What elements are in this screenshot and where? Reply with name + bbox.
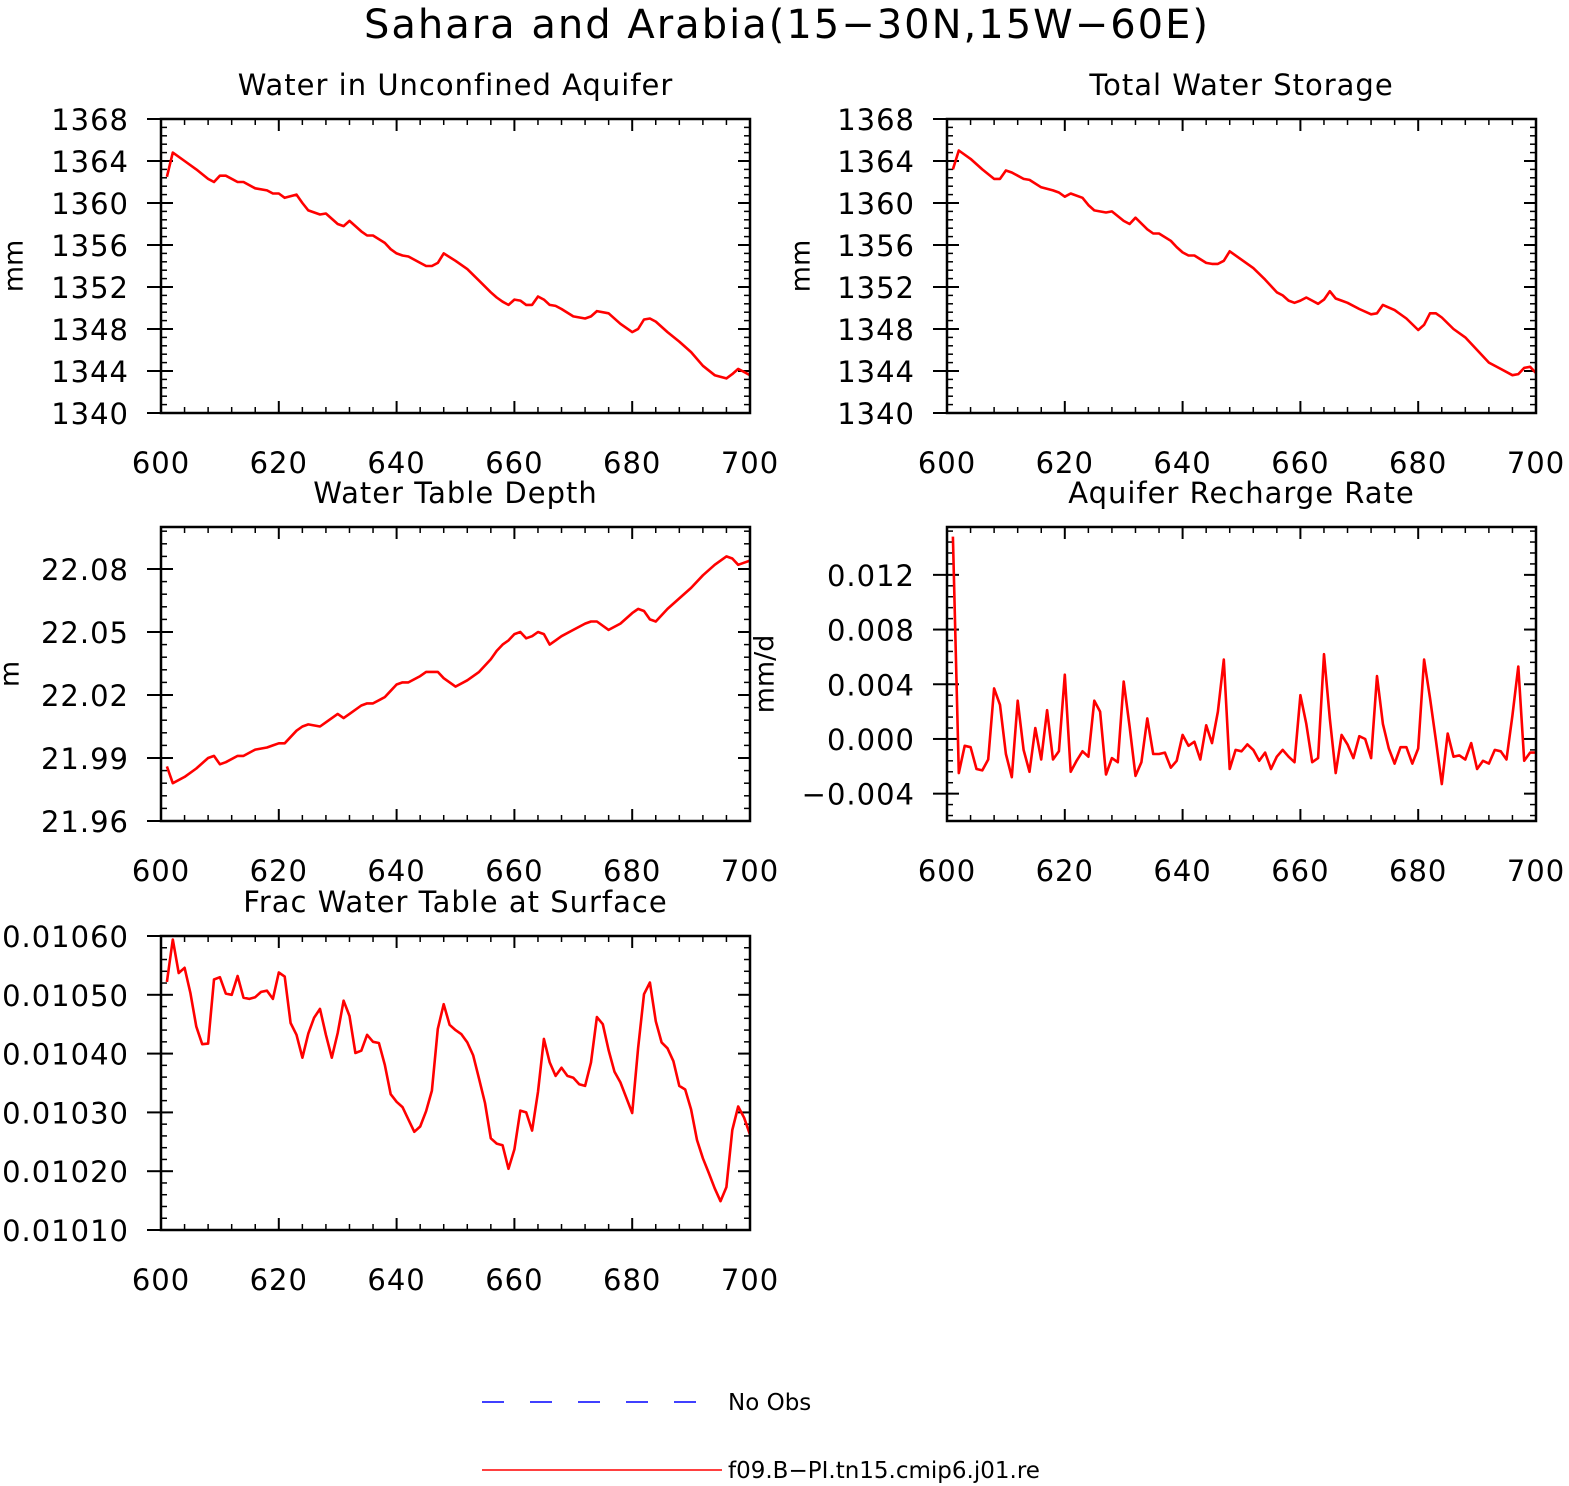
panel-title: Aquifer Recharge Rate [1068, 476, 1415, 510]
x-tick-label: 700 [721, 1263, 779, 1297]
panel-3: Water Table Depth m 600 620 640 660 680 700 21.9… [0, 476, 779, 888]
legend-obs-label: No Obs [728, 1390, 811, 1416]
series-line [165, 938, 752, 1203]
y-tick-label: 1368 [51, 103, 129, 137]
plot-frame [159, 934, 752, 1232]
y-tick-label: 1352 [837, 271, 915, 305]
x-tick-label: 680 [603, 446, 661, 480]
y-tick-label: 0.01040 [2, 1038, 129, 1072]
y-tick-label: 21.99 [41, 742, 129, 776]
x-tick-label: 680 [1389, 854, 1447, 888]
y-axis-label: mm/d [750, 635, 781, 714]
x-tick-label: 600 [918, 854, 976, 888]
x-tick-label: 620 [250, 1263, 308, 1297]
x-tick-label: 660 [1271, 446, 1329, 480]
x-tick-label: 600 [132, 446, 190, 480]
panel-5: Frac Water Table at Surface 600 620 640 660 6… [2, 885, 779, 1297]
y-tick-label: 22.02 [41, 679, 129, 713]
panel-4: Aquifer Recharge Rate mm/d 600 620 640 660 680… [750, 476, 1565, 888]
y-tick-label: 1356 [51, 229, 129, 263]
y-tick-label: 0.000 [827, 723, 915, 757]
x-tick-label: 620 [1036, 854, 1094, 888]
y-tick-label: 0.01060 [2, 920, 129, 954]
y-tick-label: 1348 [837, 313, 915, 347]
legend: No Obs f09.B−PI.tn15.cmip6.j01.re [482, 1390, 1040, 1484]
y-tick-label: 22.05 [41, 616, 129, 650]
x-tick-label: 640 [367, 446, 425, 480]
panel-2: Total Water Storage mm 600 620 640 660 680 700 1… [786, 68, 1565, 480]
x-tick-label: 600 [132, 854, 190, 888]
y-tick-label: 21.96 [41, 805, 129, 839]
y-tick-label: 1360 [837, 187, 915, 221]
x-tick-label: 700 [721, 854, 779, 888]
x-tick-label: 640 [1153, 854, 1211, 888]
y-tick-label: 0.01050 [2, 979, 129, 1013]
x-tick-label: 600 [918, 446, 976, 480]
x-tick-label: 640 [367, 854, 425, 888]
x-tick-label: 640 [1153, 446, 1211, 480]
series-line [165, 151, 751, 380]
x-tick-label: 700 [1507, 446, 1565, 480]
x-tick-label: 680 [1389, 446, 1447, 480]
panel-title: Frac Water Table at Surface [243, 885, 667, 919]
y-tick-label: 0.01010 [2, 1214, 129, 1248]
series-line [951, 536, 1536, 786]
y-tick-label: 1352 [51, 271, 129, 305]
panel-title: Total Water Storage [1088, 68, 1393, 102]
y-axis-label: mm [786, 240, 817, 293]
y-tick-label: 22.08 [41, 553, 129, 587]
plot-frame [945, 117, 1538, 415]
y-tick-label: 1360 [51, 187, 129, 221]
panel-title: Water in Unconfined Aquifer [238, 68, 674, 102]
series-line [165, 555, 751, 785]
y-tick-label: 1368 [837, 103, 915, 137]
y-tick-label: 1340 [51, 397, 129, 431]
figure-title: Sahara and Arabia(15−30N,15W−60E) [364, 2, 1210, 48]
y-axis-label: m [0, 661, 26, 687]
y-tick-label: 1364 [837, 145, 915, 179]
x-tick-label: 660 [485, 854, 543, 888]
series-line [951, 149, 1537, 377]
y-tick-label: 0.01020 [2, 1155, 129, 1189]
y-tick-label: 1348 [51, 313, 129, 347]
legend-model-label: f09.B−PI.tn15.cmip6.j01.re [728, 1458, 1040, 1484]
x-tick-label: 620 [250, 854, 308, 888]
x-tick-label: 680 [603, 854, 661, 888]
panel-1: Water in Unconfined Aquifer mm 600 620 640 66… [0, 68, 779, 480]
x-tick-label: 680 [603, 1263, 661, 1297]
y-tick-label: 1344 [51, 355, 129, 389]
y-axis-label: mm [0, 240, 30, 293]
x-tick-label: 620 [250, 446, 308, 480]
y-tick-label: 1344 [837, 355, 915, 389]
x-tick-label: 700 [1507, 854, 1565, 888]
plot-frame [159, 525, 752, 823]
x-tick-label: 660 [485, 446, 543, 480]
y-tick-label: 0.01030 [2, 1096, 129, 1130]
x-tick-label: 640 [367, 1263, 425, 1297]
x-tick-label: 600 [132, 1263, 190, 1297]
y-tick-label: 1356 [837, 229, 915, 263]
x-tick-label: 700 [721, 446, 779, 480]
y-tick-label: 0.008 [827, 614, 915, 648]
y-tick-label: 0.012 [827, 559, 915, 593]
x-tick-label: 660 [485, 1263, 543, 1297]
x-tick-label: 660 [1271, 854, 1329, 888]
y-tick-label: 1340 [837, 397, 915, 431]
y-tick-label: 0.004 [827, 668, 915, 702]
y-tick-label: −0.004 [802, 778, 915, 812]
y-tick-label: 1364 [51, 145, 129, 179]
panel-title: Water Table Depth [313, 476, 598, 510]
panels: Water in Unconfined Aquifer mm 600 620 640 66… [0, 68, 1565, 1297]
plot-frame [159, 117, 752, 415]
x-tick-label: 620 [1036, 446, 1094, 480]
plot-frame [945, 525, 1538, 823]
